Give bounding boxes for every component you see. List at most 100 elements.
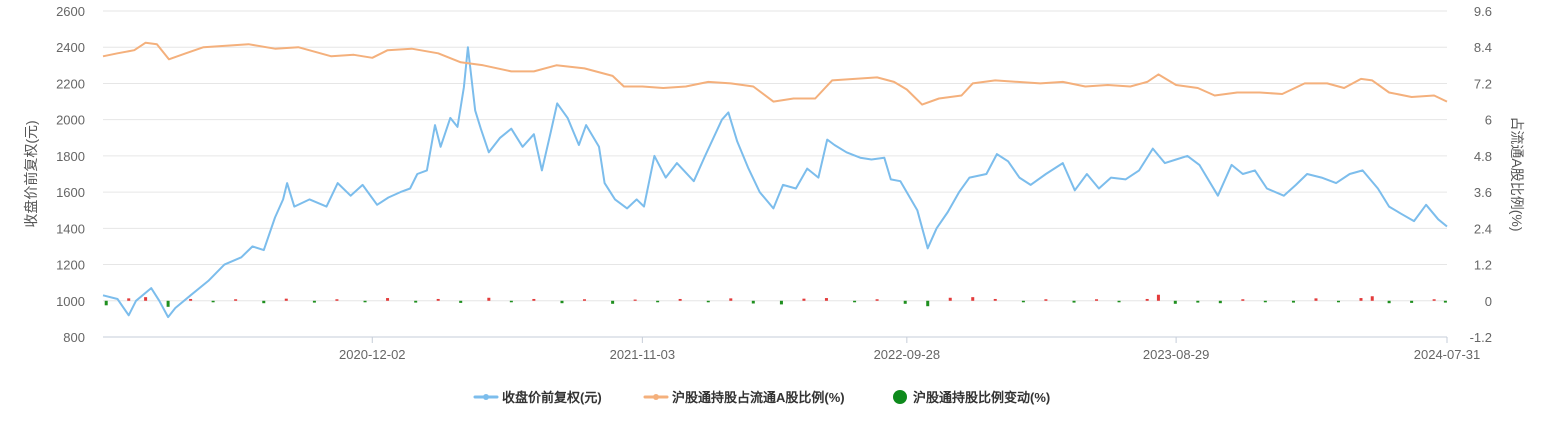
x-tick-label: 2023-08-29 [1143, 347, 1210, 362]
change-bar [1173, 300, 1177, 304]
left-axis-ticks: 800 1000 1200 1400 1600 1800 2000 2200 2400 2600 [56, 4, 85, 345]
change-bar [1387, 300, 1391, 304]
change-bar [1218, 300, 1222, 304]
right-tick-label: 1.2 [1474, 258, 1492, 273]
change-bar [166, 300, 170, 307]
right-tick-label: 6 [1485, 113, 1492, 128]
change-bar [1196, 300, 1200, 303]
change-bar [560, 300, 564, 304]
change-bar [436, 298, 440, 301]
legend-item[interactable]: 沪股通持股占流通A股比例(%) [643, 390, 845, 405]
change-bar [386, 298, 390, 301]
change-bar [262, 300, 266, 304]
right-tick-label: -1.2 [1470, 330, 1492, 345]
left-tick-label: 1200 [56, 258, 85, 273]
change-bar [211, 300, 215, 303]
change-bar [284, 298, 288, 301]
change-bar [729, 298, 733, 301]
change-bar [127, 298, 131, 301]
change-bar [1432, 299, 1436, 301]
change-bar [234, 299, 238, 301]
left-tick-label: 1800 [56, 149, 85, 164]
change-bar [1044, 299, 1048, 301]
change-bar [335, 299, 339, 301]
left-tick-label: 2400 [56, 40, 85, 55]
change-bar [363, 300, 367, 303]
change-bar [751, 300, 755, 304]
x-tick-label: 2021-11-03 [610, 347, 676, 362]
change-bar [104, 300, 108, 306]
change-bar [582, 299, 586, 301]
change-bar [189, 298, 193, 301]
x-tick-label: 2024-07-31 [1414, 347, 1481, 362]
change-bar [926, 300, 930, 307]
change-bar [611, 300, 615, 304]
change-bar [1336, 300, 1340, 303]
left-tick-label: 2600 [56, 4, 85, 19]
legend-item[interactable]: 收盘价前复权(元) [473, 390, 602, 405]
change-bar [802, 298, 806, 301]
change-bar [1241, 299, 1245, 301]
change-bar [971, 297, 975, 301]
x-axis: 2020-12-02 2021-11-03 2022-09-28 2023-08-29… [103, 336, 1481, 362]
change-bar [853, 300, 857, 303]
right-tick-label: 3.6 [1474, 185, 1492, 200]
legend-dot-swatch [893, 390, 907, 404]
legend-item[interactable]: 沪股通持股比例变动(%) [893, 390, 1050, 405]
legend-marker [653, 394, 659, 400]
change-bar [1117, 300, 1121, 303]
change-bar [509, 300, 513, 303]
legend-label: 沪股通持股比例变动(%) [913, 390, 1050, 405]
change-bar [1263, 300, 1267, 303]
change-bar [875, 299, 879, 301]
change-bar [1291, 300, 1295, 303]
right-tick-label: 0 [1485, 294, 1492, 309]
left-tick-label: 1000 [56, 294, 85, 309]
change-bar [532, 298, 536, 301]
right-tick-label: 4.8 [1474, 149, 1492, 164]
change-bar [487, 297, 491, 301]
legend-label: 收盘价前复权(元) [502, 390, 602, 405]
right-tick-label: 9.6 [1474, 4, 1492, 19]
change-bar [1072, 300, 1076, 303]
change-bar [1156, 294, 1160, 301]
left-tick-label: 800 [63, 330, 85, 345]
change-bar [1443, 300, 1447, 303]
left-tick-label: 1400 [56, 221, 85, 236]
change-bar [1095, 299, 1099, 301]
right-tick-label: 7.2 [1474, 76, 1492, 91]
change-bar [312, 300, 316, 303]
left-tick-label: 1600 [56, 185, 85, 200]
legend-label: 沪股通持股占流通A股比例(%) [672, 390, 845, 405]
left-axis-title: 收盘价前复权(元) [23, 120, 39, 227]
price-line [102, 46, 1448, 319]
change-bar [903, 300, 907, 304]
x-tick-label: 2022-09-28 [874, 347, 941, 362]
right-tick-label: 8.4 [1474, 40, 1492, 55]
change-bar [824, 298, 828, 301]
change-bar [678, 298, 682, 301]
change-bar [706, 300, 710, 303]
change-bar [459, 300, 463, 303]
change-bars [104, 294, 1447, 307]
left-tick-label: 2000 [56, 113, 85, 128]
ratio-line [102, 41, 1448, 106]
change-bar [779, 300, 783, 305]
change-bar [633, 299, 637, 301]
change-bar [1410, 300, 1414, 303]
change-bar [144, 297, 148, 301]
grid-lines [103, 10, 1447, 338]
x-tick-label: 2020-12-02 [339, 347, 406, 362]
change-bar [993, 298, 997, 301]
right-axis-ticks: -1.2 0 1.2 2.4 3.6 4.8 6 7.2 8.4 9.6 [1470, 4, 1492, 345]
legend-marker [483, 394, 489, 400]
change-bar [1314, 298, 1318, 301]
change-bar [414, 300, 418, 303]
legend: 收盘价前复权(元) 沪股通持股占流通A股比例(%) 沪股通持股比例变动(%) [473, 390, 1050, 405]
left-tick-label: 2200 [56, 76, 85, 91]
right-axis-title: 占流通A股比例(%) [1509, 116, 1525, 231]
change-bar [1370, 296, 1374, 301]
change-bar [1021, 300, 1025, 303]
